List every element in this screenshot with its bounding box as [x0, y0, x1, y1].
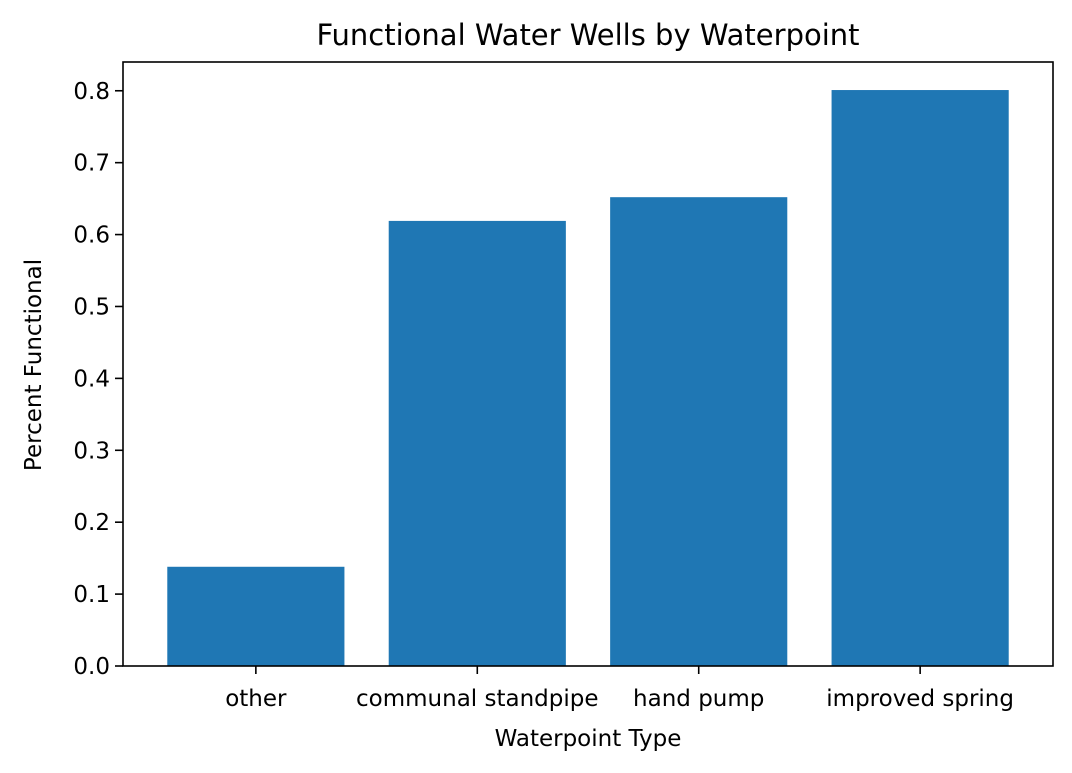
y-tick-label: 0.1 — [73, 582, 110, 608]
plot-frame — [122, 61, 1054, 667]
bar-hand-pump — [610, 197, 788, 666]
x-axis-label: Waterpoint Type — [495, 726, 682, 752]
y-axis: 0.0 0.1 0.2 0.3 0.4 0.5 0.6 0.7 0.8 — [73, 79, 123, 680]
chart-title: Functional Water Wells by Waterpoint — [316, 18, 859, 52]
bar-communal-standpipe — [388, 220, 566, 666]
y-tick-label: 0.8 — [73, 79, 110, 105]
x-tick-label-hand-pump: hand pump — [633, 686, 764, 712]
x-tick-label-improved-spring: improved spring — [826, 686, 1014, 712]
y-tick-label: 0.5 — [73, 294, 110, 320]
y-tick-label: 0.4 — [73, 366, 110, 392]
y-tick-label: 0.3 — [73, 438, 110, 464]
x-axis: other communal standpipe hand pump improved… — [225, 666, 1014, 712]
y-tick-label: 0.6 — [73, 223, 110, 249]
bar-other — [167, 566, 345, 666]
y-axis-label: Percent Functional — [21, 259, 47, 471]
y-tick-label: 0.0 — [73, 654, 110, 680]
x-tick-label-other: other — [225, 686, 287, 712]
bar-improved-spring — [831, 90, 1009, 667]
y-tick-label: 0.7 — [73, 151, 110, 177]
bars-group — [167, 90, 1009, 667]
x-tick-label-communal-standpipe: communal standpipe — [356, 686, 599, 712]
y-tick-label: 0.2 — [73, 510, 110, 536]
